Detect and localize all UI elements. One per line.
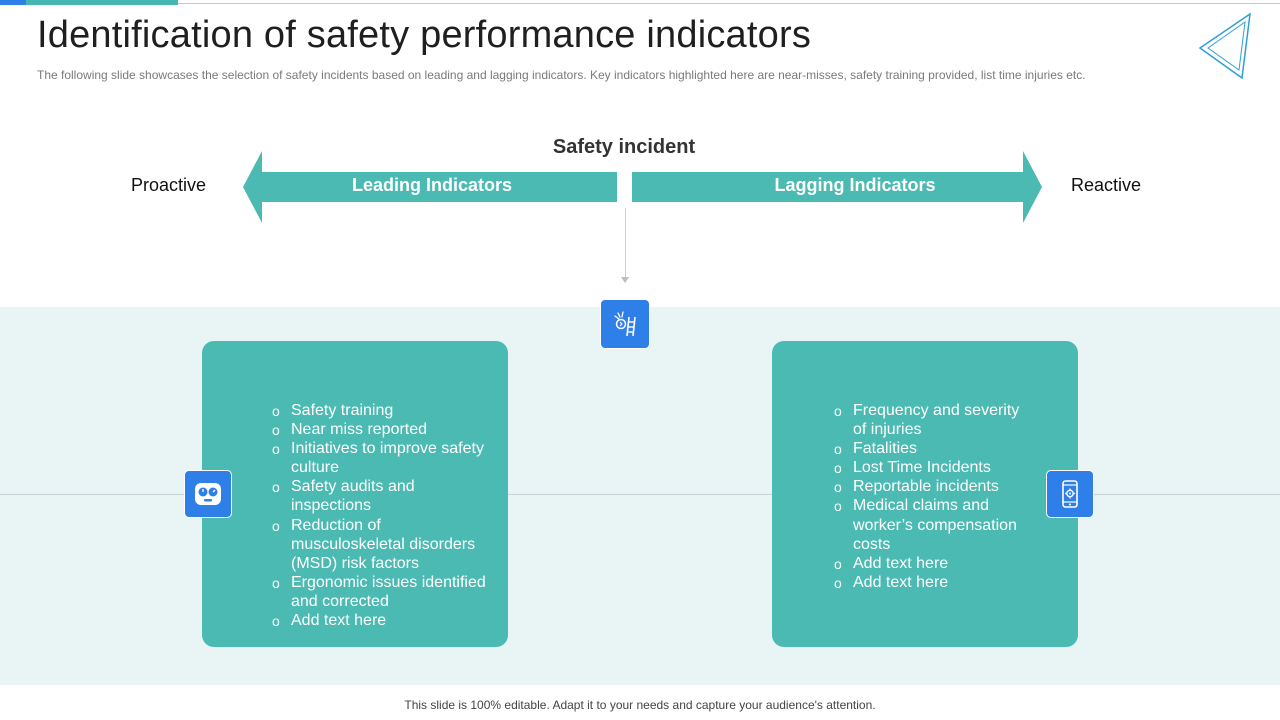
top-rule: [178, 3, 1280, 4]
connector-line: [625, 208, 626, 278]
list-item: Safety audits and inspections: [272, 477, 498, 515]
horizontal-rule: [0, 494, 1280, 495]
proactive-label: Proactive: [131, 175, 207, 195]
list-item: Medical claims and worker’s compensation…: [834, 496, 1034, 553]
mobile-settings-icon: [1046, 470, 1094, 518]
slide-subtitle: The following slide showcases the select…: [37, 68, 1086, 82]
safety-hazard-icon: [600, 299, 650, 349]
list-item: Lost Time Incidents: [834, 458, 1034, 478]
reactive-label: Reactive: [1071, 175, 1142, 195]
list-item: Initiatives to improve safety culture: [272, 439, 498, 477]
list-item: Reduction of musculoskeletal disorders (…: [272, 516, 498, 573]
leading-arrow: [243, 151, 617, 223]
top-accent-bar: [0, 0, 178, 5]
lagging-indicators-card: Frequency and severity of injuries Fatal…: [772, 341, 1078, 647]
list-item: Ergonomic issues identified and correcte…: [272, 573, 498, 611]
list-item: Safety training: [272, 401, 498, 421]
leading-indicators-list: Safety training Near miss reported Initi…: [272, 401, 498, 631]
gauge-face-icon: [184, 470, 232, 518]
triangle-logo-icon: [1198, 12, 1251, 80]
list-item: Reportable incidents: [834, 477, 1034, 497]
lagging-indicators-label: Lagging Indicators: [774, 175, 936, 195]
lagging-indicators-list: Frequency and severity of injuries Fatal…: [834, 401, 1034, 593]
lagging-arrow: [632, 151, 1042, 223]
leading-indicators-label: Leading Indicators: [351, 175, 513, 195]
safety-incident-heading: Safety incident: [552, 136, 696, 158]
slide-title: Identification of safety performance ind…: [37, 14, 812, 56]
list-item: Add text here: [272, 611, 498, 631]
list-item: Fatalities: [834, 439, 1034, 459]
list-item: Frequency and severity of injuries: [834, 401, 1034, 439]
footer-note: This slide is 100% editable. Adapt it to…: [404, 698, 876, 712]
leading-indicators-card: Safety training Near miss reported Initi…: [202, 341, 508, 647]
list-item: Add text here: [834, 573, 1034, 593]
list-item: Add text here: [834, 554, 1034, 574]
top-accent-blue: [0, 0, 26, 5]
list-item: Near miss reported: [272, 420, 498, 440]
connector-arrowhead: [621, 277, 629, 283]
